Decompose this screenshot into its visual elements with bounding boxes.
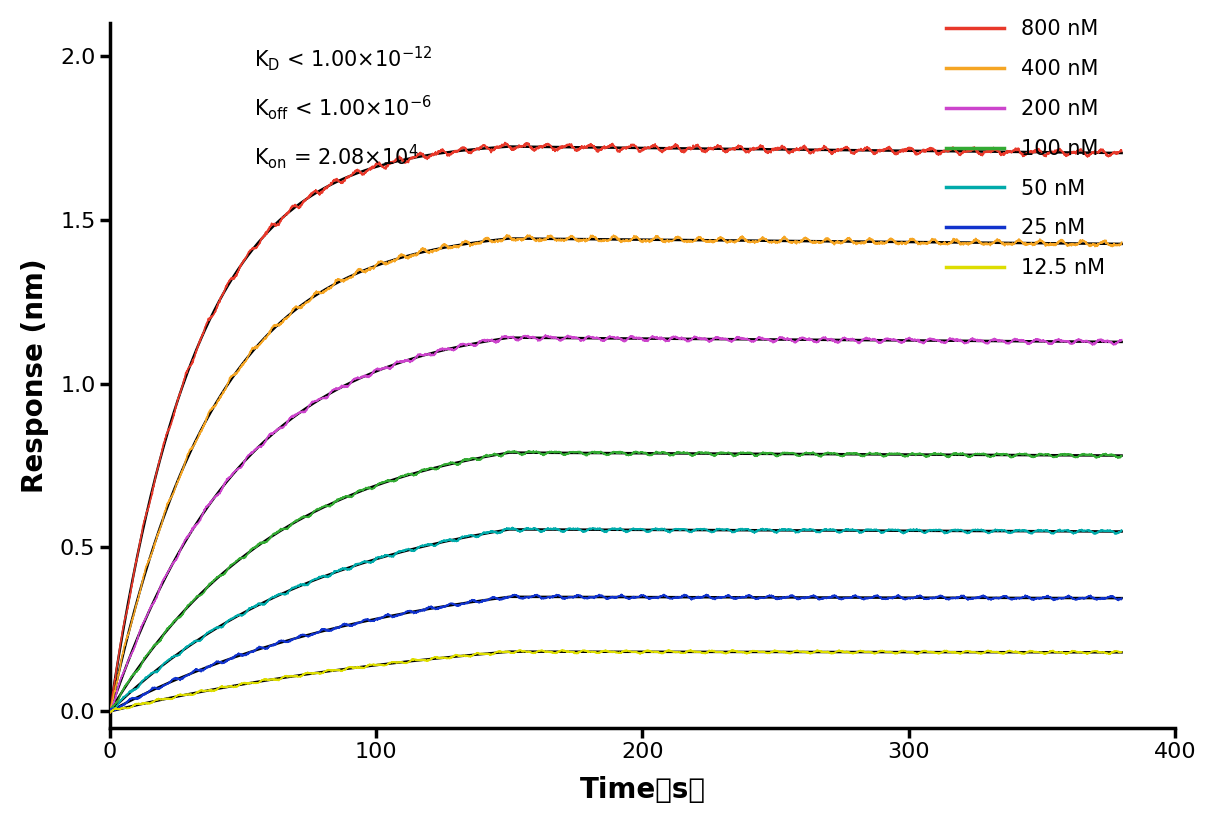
100 nM — [1115, 451, 1129, 461]
400 nM — [102, 708, 117, 718]
12.5 nM — [725, 645, 740, 655]
100 nM — [563, 447, 578, 457]
25 nM — [615, 590, 629, 600]
Line: 100 nM: 100 nM — [110, 450, 1122, 710]
12.5 nM — [1014, 648, 1028, 658]
100 nM — [526, 446, 540, 455]
12.5 nM — [1115, 647, 1129, 657]
400 nM — [976, 239, 991, 249]
12.5 nM — [103, 707, 118, 717]
12.5 nM — [102, 707, 117, 717]
400 nM — [690, 233, 705, 243]
100 nM — [1014, 450, 1028, 460]
50 nM — [940, 528, 954, 538]
200 nM — [690, 332, 705, 342]
800 nM — [102, 708, 117, 718]
Line: 400 nM: 400 nM — [110, 235, 1122, 713]
200 nM — [1115, 335, 1129, 345]
Line: 800 nM: 800 nM — [110, 143, 1122, 713]
200 nM — [563, 332, 578, 342]
200 nM — [938, 337, 953, 347]
Y-axis label: Response (nm): Response (nm) — [21, 258, 49, 493]
400 nM — [940, 239, 954, 249]
50 nM — [690, 524, 705, 534]
200 nM — [464, 339, 478, 349]
100 nM — [938, 451, 953, 461]
800 nM — [975, 149, 989, 159]
800 nM — [498, 138, 512, 148]
200 nM — [102, 708, 117, 718]
12.5 nM — [563, 647, 578, 657]
25 nM — [102, 704, 117, 714]
200 nM — [1014, 335, 1028, 345]
12.5 nM — [940, 646, 954, 656]
100 nM — [975, 450, 989, 460]
X-axis label: Time（s）: Time（s） — [579, 776, 706, 804]
100 nM — [690, 447, 705, 457]
25 nM — [1014, 594, 1028, 604]
800 nM — [464, 148, 478, 158]
25 nM — [464, 596, 478, 606]
Line: 12.5 nM: 12.5 nM — [110, 650, 1122, 712]
25 nM — [1115, 593, 1129, 603]
400 nM — [1115, 238, 1129, 248]
12.5 nM — [690, 647, 705, 657]
25 nM — [108, 705, 123, 715]
200 nM — [538, 330, 553, 340]
25 nM — [940, 594, 954, 604]
50 nM — [103, 706, 118, 716]
50 nM — [565, 524, 579, 534]
800 nM — [938, 145, 953, 155]
100 nM — [464, 453, 478, 463]
50 nM — [976, 526, 991, 535]
200 nM — [975, 337, 989, 346]
25 nM — [690, 593, 705, 603]
400 nM — [499, 230, 514, 240]
Legend: 800 nM, 400 nM, 200 nM, 100 nM, 50 nM, 25 nM, 12.5 nM: 800 nM, 400 nM, 200 nM, 100 nM, 50 nM, 2… — [946, 20, 1105, 278]
50 nM — [1014, 526, 1028, 535]
800 nM — [1014, 148, 1028, 158]
Line: 200 nM: 200 nM — [110, 335, 1122, 713]
400 nM — [1014, 237, 1028, 247]
800 nM — [690, 141, 705, 151]
50 nM — [505, 522, 520, 532]
100 nM — [102, 705, 117, 715]
800 nM — [563, 140, 578, 150]
25 nM — [563, 592, 578, 602]
Line: 25 nM: 25 nM — [110, 595, 1122, 710]
Text: K$_\mathrm{D}$ < 1.00×10$^{-12}$
K$_\mathrm{off}$ < 1.00×10$^{-6}$
K$_\mathrm{on: K$_\mathrm{D}$ < 1.00×10$^{-12}$ K$_\mat… — [254, 45, 432, 171]
12.5 nM — [976, 648, 991, 658]
50 nM — [1115, 526, 1129, 535]
400 nM — [464, 240, 478, 250]
50 nM — [102, 706, 117, 716]
800 nM — [1115, 147, 1129, 157]
400 nM — [103, 708, 118, 718]
400 nM — [565, 231, 579, 241]
Line: 50 nM: 50 nM — [110, 527, 1122, 711]
25 nM — [976, 592, 991, 601]
12.5 nM — [464, 652, 478, 662]
50 nM — [464, 530, 478, 540]
